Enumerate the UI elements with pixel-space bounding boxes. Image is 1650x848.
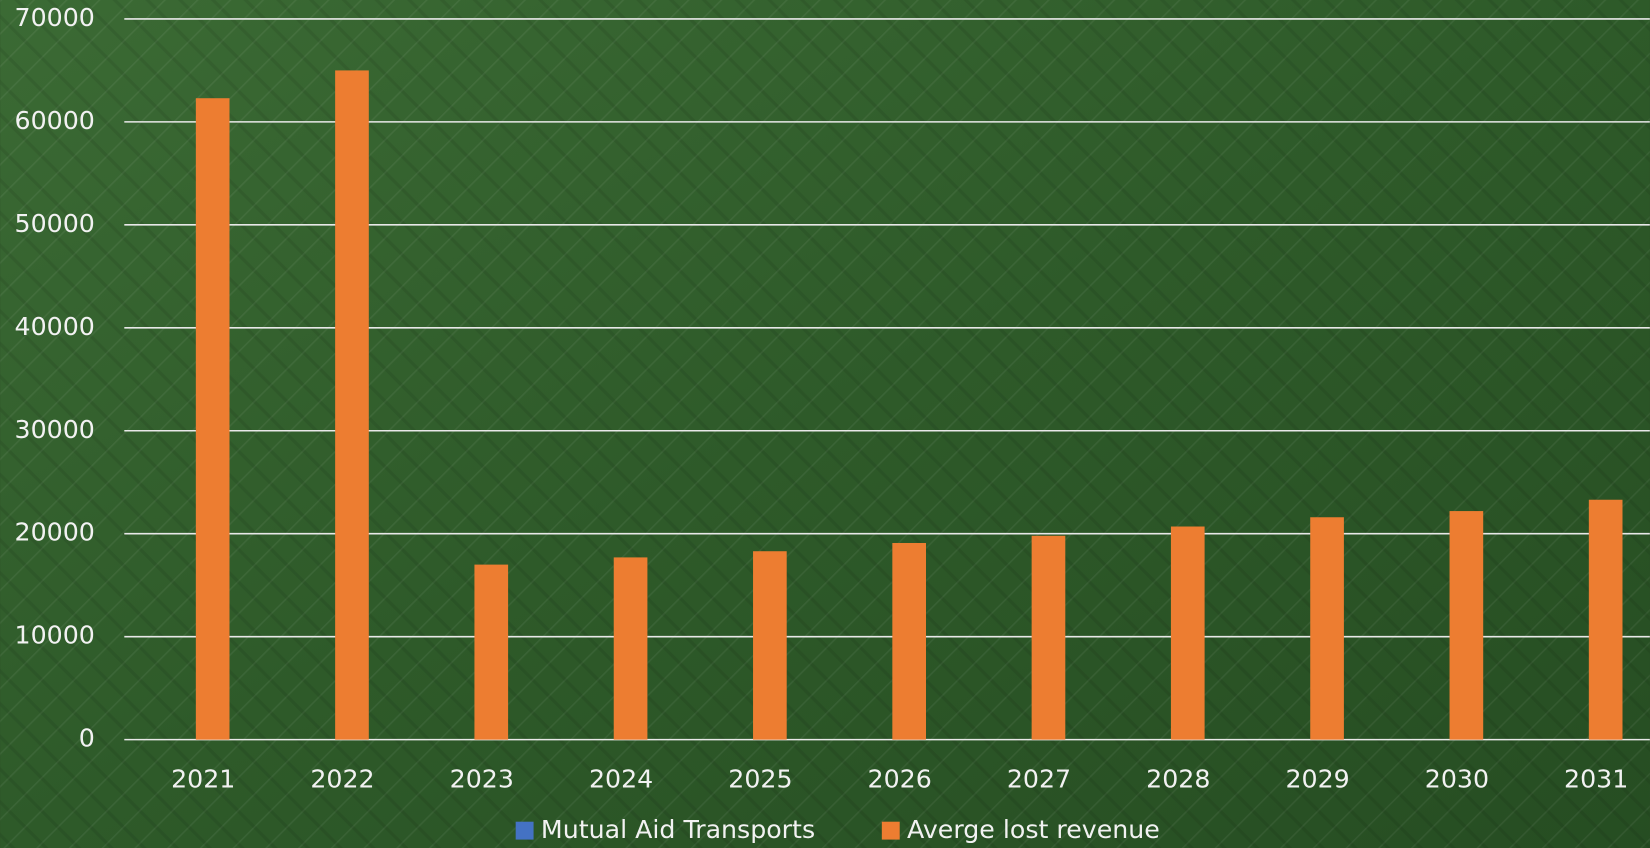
plot-area: 0 10000 20000 30000 40000 50000 60000 70000 2021… xyxy=(15,3,1650,844)
bar xyxy=(892,542,927,740)
y-tick-label: 60000 xyxy=(15,106,95,135)
bar xyxy=(195,98,230,740)
bar xyxy=(1031,535,1066,740)
x-tick-label: 2024 xyxy=(589,765,653,794)
y-tick-label: 0 xyxy=(79,724,95,753)
bar xyxy=(753,551,787,740)
x-tick-label: 2031 xyxy=(1564,765,1628,794)
x-tick-label: 2022 xyxy=(310,765,374,794)
bar xyxy=(1170,526,1205,740)
legend-label: Mutual Aid Transports xyxy=(541,815,815,844)
x-tick-label: 2023 xyxy=(450,765,514,794)
y-tick-label: 40000 xyxy=(15,312,95,341)
legend-label: Averge lost revenue xyxy=(907,815,1160,844)
bar xyxy=(474,564,509,740)
bar xyxy=(1449,511,1484,740)
y-tick-label: 30000 xyxy=(15,415,95,444)
x-tick-label: 2025 xyxy=(728,765,792,794)
x-tick-label: 2021 xyxy=(171,765,235,794)
bar xyxy=(1310,517,1344,740)
x-tick-label: 2028 xyxy=(1146,765,1210,794)
x-tick-label: 2027 xyxy=(1007,765,1071,794)
legend-swatch xyxy=(881,821,900,840)
legend-swatch xyxy=(515,821,534,840)
bar xyxy=(335,70,369,740)
x-tick-label: 2030 xyxy=(1425,765,1489,794)
y-tick-label: 50000 xyxy=(15,209,95,238)
y-tick-label: 70000 xyxy=(15,3,95,32)
x-tick-label: 2026 xyxy=(868,765,932,794)
x-tick-label: 2029 xyxy=(1285,765,1349,794)
bar xyxy=(613,557,648,740)
y-tick-label: 20000 xyxy=(15,518,95,547)
bar xyxy=(1588,499,1623,740)
y-tick-label: 10000 xyxy=(15,621,95,650)
